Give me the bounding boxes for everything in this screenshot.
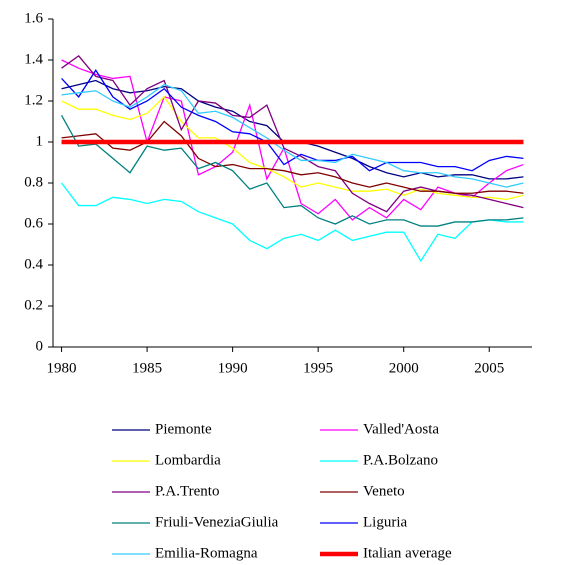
series-line <box>61 59 524 221</box>
legend-label: Veneto <box>363 483 405 499</box>
legend-label: P.A.Bolzano <box>363 452 438 468</box>
y-tick-label: 0.4 <box>24 256 43 272</box>
legend-label: Piemonte <box>155 421 212 437</box>
y-tick-label: 1.6 <box>24 10 43 26</box>
legend-label: P.A.Trento <box>155 483 219 499</box>
y-tick-label: 1.2 <box>24 92 43 108</box>
series-line <box>61 120 524 194</box>
legend-label: Friuli-VeneziaGiulia <box>155 514 279 530</box>
series-line <box>60 115 524 227</box>
y-tick-label: 0.6 <box>24 215 43 231</box>
series-line <box>61 182 524 263</box>
x-tick-label: 1990 <box>218 360 248 376</box>
y-tick-label: 1 <box>36 133 44 149</box>
legend-label: Lombardia <box>155 452 221 468</box>
x-tick-label: 2000 <box>389 360 419 376</box>
series-line <box>61 69 524 172</box>
x-tick-label: 1980 <box>47 360 77 376</box>
series-line <box>61 79 524 180</box>
legend-label: Valled'Aosta <box>363 421 439 437</box>
legend-label: Emilia-Romagna <box>155 545 258 561</box>
series-line <box>61 95 524 201</box>
x-tick-label: 1995 <box>303 360 333 376</box>
x-tick-label: 2005 <box>474 360 504 376</box>
x-tick-label: 1985 <box>132 360 162 376</box>
y-tick-label: 0.8 <box>24 174 43 190</box>
y-tick-label: 1.4 <box>24 51 43 67</box>
series-line <box>61 83 524 188</box>
legend-label: Italian average <box>363 545 452 561</box>
y-tick-label: 0 <box>36 338 44 354</box>
y-tick-label: 0.2 <box>24 297 43 313</box>
legend-label: Liguria <box>363 514 407 530</box>
